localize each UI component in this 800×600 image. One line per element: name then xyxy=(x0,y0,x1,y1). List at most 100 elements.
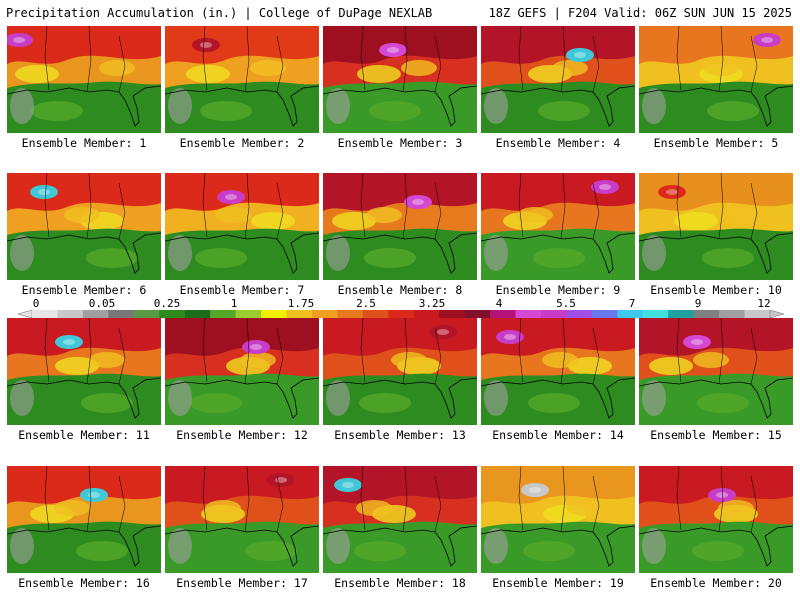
scale-tick-label: 12 xyxy=(757,297,771,310)
member-number: 14 xyxy=(603,428,624,442)
precipitation-map xyxy=(639,466,793,573)
member-number: 19 xyxy=(603,576,624,590)
scale-swatch xyxy=(210,310,237,318)
member-label-prefix: Ensemble Member: xyxy=(495,136,607,150)
scale-swatch xyxy=(668,310,695,318)
precipitation-map xyxy=(481,466,635,573)
scale-swatch xyxy=(439,310,466,318)
ensemble-member-label: Ensemble Member: 6 xyxy=(7,283,161,297)
scale-swatch xyxy=(591,310,618,318)
member-label-prefix: Ensemble Member: xyxy=(337,136,449,150)
ensemble-panel xyxy=(639,466,793,573)
scale-tick-label: 0.25 xyxy=(153,297,181,310)
scale-tick-label: 3.25 xyxy=(418,297,446,310)
ensemble-panel xyxy=(481,318,635,425)
precipitation-map xyxy=(7,466,161,573)
precipitation-map xyxy=(7,173,161,280)
member-label-prefix: Ensemble Member: xyxy=(21,283,133,297)
member-number: 2 xyxy=(290,136,305,150)
member-number: 13 xyxy=(445,428,466,442)
scale-tick-label: 1 xyxy=(230,297,238,310)
ensemble-panel xyxy=(639,173,793,280)
ensemble-member-label: Ensemble Member: 8 xyxy=(323,283,477,297)
member-label-prefix: Ensemble Member: xyxy=(18,428,129,442)
scale-swatch xyxy=(617,310,644,318)
ensemble-panel xyxy=(7,318,161,425)
ensemble-panel xyxy=(323,26,477,133)
scale-swatch xyxy=(108,310,135,318)
member-number: 12 xyxy=(287,428,308,442)
precipitation-map xyxy=(165,26,319,133)
ensemble-panel xyxy=(7,26,161,133)
scale-min-arrow xyxy=(18,310,33,318)
member-label-prefix: Ensemble Member: xyxy=(179,283,291,297)
scale-swatch xyxy=(159,310,186,318)
precipitation-map xyxy=(165,173,319,280)
member-label-prefix: Ensemble Member: xyxy=(176,576,287,590)
ensemble-panel xyxy=(323,173,477,280)
scale-swatch xyxy=(235,310,262,318)
scale-swatch xyxy=(82,310,109,318)
member-label-prefix: Ensemble Member: xyxy=(334,428,445,442)
member-number: 6 xyxy=(132,283,147,297)
model-run-info: 18Z GEFS | F204 Valid: 06Z SUN JUN 15 20… xyxy=(488,6,792,20)
ensemble-panel xyxy=(165,26,319,133)
member-number: 16 xyxy=(129,576,150,590)
ensemble-panel xyxy=(639,26,793,133)
precipitation-map xyxy=(481,26,635,133)
member-number: 8 xyxy=(448,283,463,297)
ensemble-member-label: Ensemble Member: 11 xyxy=(7,428,161,442)
precipitation-map xyxy=(7,26,161,133)
scale-tick-label: 1.75 xyxy=(287,297,315,310)
ensemble-panel xyxy=(323,466,477,573)
member-label-prefix: Ensemble Member: xyxy=(650,283,761,297)
ensemble-panel xyxy=(7,173,161,280)
map-title: Precipitation Accumulation (in.) | Colle… xyxy=(6,6,433,20)
scale-tick-label: 5.5 xyxy=(556,297,576,310)
member-number: 11 xyxy=(129,428,150,442)
member-label-prefix: Ensemble Member: xyxy=(495,283,607,297)
scale-swatch xyxy=(566,310,593,318)
precipitation-map xyxy=(7,318,161,425)
scale-swatch xyxy=(464,310,491,318)
scale-swatch xyxy=(515,310,542,318)
scale-swatch xyxy=(719,310,746,318)
scale-swatch xyxy=(261,310,287,318)
member-label-prefix: Ensemble Member: xyxy=(653,136,765,150)
scale-swatch xyxy=(184,310,211,318)
scale-swatch xyxy=(388,310,415,318)
scale-swatch xyxy=(311,310,338,318)
scale-swatch xyxy=(337,310,364,318)
ensemble-panel xyxy=(481,173,635,280)
ensemble-member-label: Ensemble Member: 17 xyxy=(165,576,319,590)
ensemble-member-label: Ensemble Member: 5 xyxy=(639,136,793,150)
member-label-prefix: Ensemble Member: xyxy=(18,576,129,590)
member-label-prefix: Ensemble Member: xyxy=(176,428,287,442)
scale-swatch xyxy=(413,310,440,318)
scale-swatch xyxy=(32,310,58,318)
precipitation-map xyxy=(165,318,319,425)
scale-tick-label: 2.5 xyxy=(356,297,376,310)
ensemble-member-label: Ensemble Member: 12 xyxy=(165,428,319,442)
ensemble-member-label: Ensemble Member: 18 xyxy=(323,576,477,590)
scale-swatch xyxy=(490,310,517,318)
scale-tick-label: 0.05 xyxy=(88,297,116,310)
member-label-prefix: Ensemble Member: xyxy=(334,576,445,590)
ensemble-member-label: Ensemble Member: 16 xyxy=(7,576,161,590)
precipitation-map xyxy=(639,173,793,280)
ensemble-panel xyxy=(165,466,319,573)
ensemble-member-label: Ensemble Member: 7 xyxy=(165,283,319,297)
scale-tick-label: 7 xyxy=(628,297,636,310)
member-number: 3 xyxy=(448,136,463,150)
member-number: 4 xyxy=(606,136,621,150)
ensemble-member-label: Ensemble Member: 15 xyxy=(639,428,793,442)
member-label-prefix: Ensemble Member: xyxy=(492,576,603,590)
ensemble-member-label: Ensemble Member: 3 xyxy=(323,136,477,150)
precipitation-map xyxy=(323,173,477,280)
scale-swatch xyxy=(540,310,567,318)
ensemble-member-label: Ensemble Member: 9 xyxy=(481,283,635,297)
member-label-prefix: Ensemble Member: xyxy=(179,136,291,150)
ensemble-panel xyxy=(481,26,635,133)
precipitation-map xyxy=(165,466,319,573)
ensemble-member-label: Ensemble Member: 1 xyxy=(7,136,161,150)
